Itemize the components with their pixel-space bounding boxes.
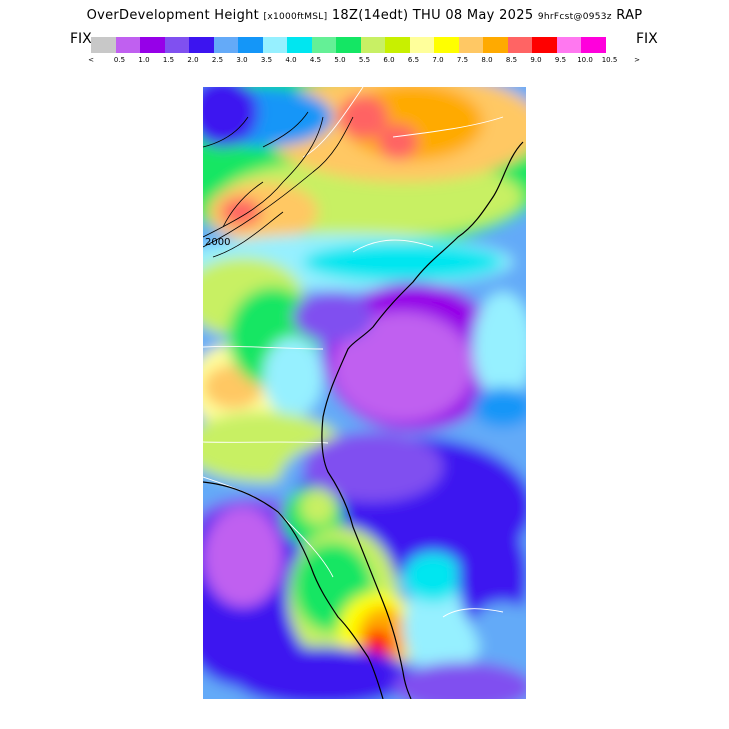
contour-lines	[203, 111, 354, 258]
legend-tick-label: 2.5	[211, 56, 224, 64]
legend-swatch	[262, 37, 287, 53]
legend-left-label: FIX	[70, 31, 92, 47]
legend-tick-label: 1.5	[162, 56, 175, 64]
title-main: OverDevelopment Height	[86, 8, 260, 23]
legend-tick-label: 5.0	[334, 56, 346, 64]
legend-swatch	[164, 37, 189, 53]
legend-swatch	[385, 37, 410, 53]
title-time: 18Z(14edt) THU 08 May 2025	[331, 8, 534, 23]
legend-right-label: FIX	[636, 31, 658, 47]
legend-swatch	[311, 37, 336, 53]
legend-tick-label: 1.0	[138, 56, 150, 64]
legend-swatch	[360, 37, 385, 53]
legend-swatch	[238, 37, 263, 53]
legend-swatch	[140, 37, 165, 53]
legend-swatch	[409, 37, 434, 53]
legend-tick-label: 0.5	[113, 56, 126, 64]
legend-tick-label: 9.0	[530, 56, 542, 64]
legend-swatch	[532, 37, 557, 53]
legend-swatch	[556, 37, 581, 53]
legend-tick-label: 4.5	[309, 56, 322, 64]
legend-tick-label: 4.0	[285, 56, 297, 64]
legend-swatch	[434, 37, 459, 53]
title-forecast: 9hrFcst@0953z	[537, 12, 612, 22]
legend-tick-label: 6.0	[383, 56, 395, 64]
legend-tick-label: 8.0	[481, 56, 493, 64]
legend-swatch	[507, 37, 532, 53]
legend-tick-label: 8.5	[505, 56, 518, 64]
legend-tick-label: 9.5	[554, 56, 567, 64]
title-model: RAP	[616, 8, 643, 23]
legend-over-symbol: >	[634, 56, 640, 64]
legend-tick-label: 2.0	[187, 56, 199, 64]
legend-tick-label: 6.5	[407, 56, 420, 64]
legend-ticks: <0.5 1.0 1.5 2.0 2.5 3.0 3.5 4.0 4.5 5.0 5.5 6.0 6.5…	[88, 56, 641, 66]
contour-label: 2000	[205, 237, 230, 248]
legend-tick-label: 10.0	[577, 56, 593, 64]
legend-tick-label: 3.5	[260, 56, 273, 64]
legend-swatch	[336, 37, 361, 53]
coastline	[203, 141, 524, 699]
title-units: [x1000ftMSL]	[263, 12, 328, 22]
legend-under-symbol: <	[88, 56, 94, 64]
chart-title: OverDevelopment Height [x1000ftMSL] 18Z(…	[0, 8, 729, 23]
color-legend	[91, 37, 606, 53]
legend-tick-label: 5.5	[358, 56, 371, 64]
legend-swatch	[458, 37, 483, 53]
legend-swatch	[115, 37, 140, 53]
legend-swatch	[189, 37, 214, 53]
legend-swatch	[91, 37, 116, 53]
legend-tick-label: 7.5	[456, 56, 469, 64]
state-borders	[203, 87, 504, 618]
legend-swatch	[213, 37, 238, 53]
legend-tick-label: 10.5	[601, 56, 618, 64]
legend-swatch	[581, 37, 606, 53]
legend-swatch	[287, 37, 312, 53]
legend-swatch	[483, 37, 508, 53]
map-svg: 2000	[203, 87, 526, 699]
height-field	[203, 87, 526, 699]
forecast-map[interactable]: 2000	[203, 87, 526, 699]
legend-tick-label: 3.0	[236, 56, 248, 64]
legend-tick-label: 7.0	[432, 56, 444, 64]
